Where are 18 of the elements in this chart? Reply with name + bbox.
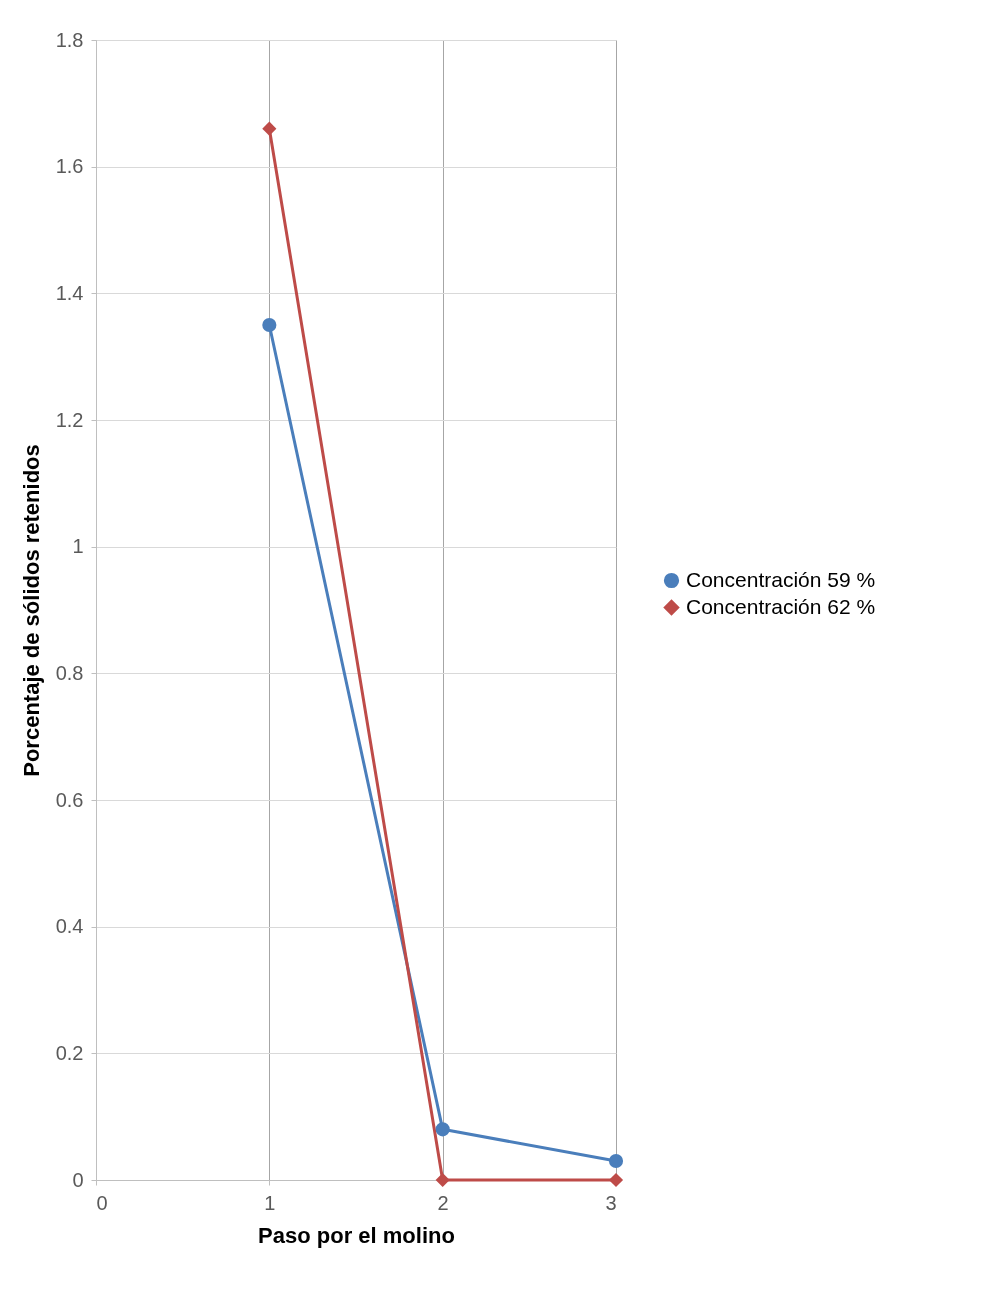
y-tick-label: 0 [72, 1168, 84, 1191]
x-tick-label: 1 [264, 1191, 276, 1214]
y-tick-label: 0.8 [55, 661, 84, 684]
y-tick-label: 0.6 [55, 788, 84, 811]
y-tick-label: 1.2 [55, 408, 84, 431]
y-axis-title: Porcentaje de sólidos retenidos [18, 444, 44, 777]
x-tick-label: 2 [437, 1191, 449, 1214]
x-axis-title: Paso por el molino [258, 1222, 455, 1248]
x-tick-label: 3 [605, 1191, 617, 1214]
y-tick-label: 1 [72, 535, 84, 558]
y-tick-label: 0.2 [55, 1041, 84, 1064]
y-tick-label: 1.6 [55, 155, 84, 178]
legend-label: Concentración 62 % [686, 594, 876, 618]
y-tick-label: 1.4 [55, 281, 84, 304]
legend-label: Concentración 59 % [686, 567, 876, 591]
y-tick-label: 0.4 [55, 915, 84, 938]
y-tick-label: 1.8 [55, 28, 84, 51]
x-tick-label: 0 [96, 1191, 108, 1214]
